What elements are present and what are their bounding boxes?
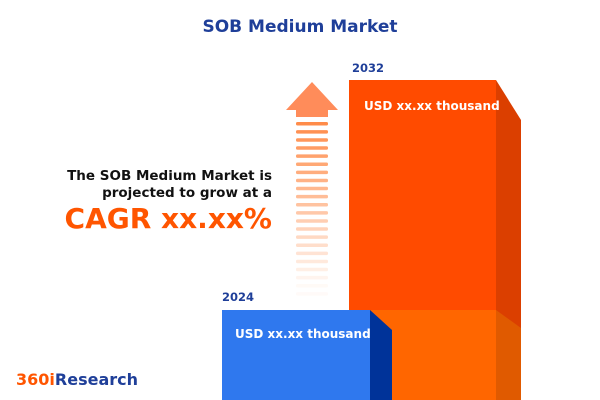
logo-part-1: 360i bbox=[16, 370, 55, 389]
logo-part-2: Research bbox=[54, 370, 138, 389]
arrow-stripe bbox=[296, 251, 328, 256]
bar-2024 bbox=[222, 310, 392, 400]
arrow-stripe bbox=[296, 146, 328, 150]
page-title: SOB Medium Market bbox=[202, 17, 398, 37]
arrow-stripe bbox=[296, 235, 328, 239]
growth-arrow-icon bbox=[286, 82, 338, 296]
arrow-stripe bbox=[296, 178, 328, 183]
arrow-stripe bbox=[296, 275, 328, 280]
arrow-stripe bbox=[296, 284, 328, 288]
arrow-stripe bbox=[296, 122, 328, 126]
arrow-stripe bbox=[296, 154, 328, 158]
arrow-stripe bbox=[296, 219, 328, 223]
value-label-2024: USD xx.xx thousand bbox=[235, 327, 371, 341]
year-label-2024: 2024 bbox=[222, 290, 255, 304]
arrow-stripe bbox=[296, 186, 328, 191]
value-label-2032: USD xx.xx thousand bbox=[364, 99, 500, 113]
arrow-stripe bbox=[296, 243, 328, 247]
arrow-stripe bbox=[296, 138, 328, 142]
arrow-stripe bbox=[296, 162, 328, 166]
logo: 360iResearch bbox=[16, 370, 138, 389]
arrow-stripe bbox=[296, 211, 328, 215]
arrow-stripe bbox=[296, 267, 328, 272]
arrow-stripe bbox=[296, 203, 328, 207]
arrow-stripe bbox=[296, 227, 328, 231]
year-label-2032: 2032 bbox=[352, 61, 385, 75]
arrow-stripe bbox=[296, 259, 328, 264]
arrow-stripe bbox=[296, 130, 328, 134]
description-line-2: projected to grow at a bbox=[102, 185, 272, 201]
description-line-1: The SOB Medium Market is bbox=[67, 168, 272, 184]
cagr-value: CAGR xx.xx% bbox=[64, 202, 272, 235]
arrow-stripe bbox=[296, 194, 328, 199]
arrow-stripe bbox=[296, 170, 328, 175]
arrow-stripe bbox=[296, 292, 328, 296]
